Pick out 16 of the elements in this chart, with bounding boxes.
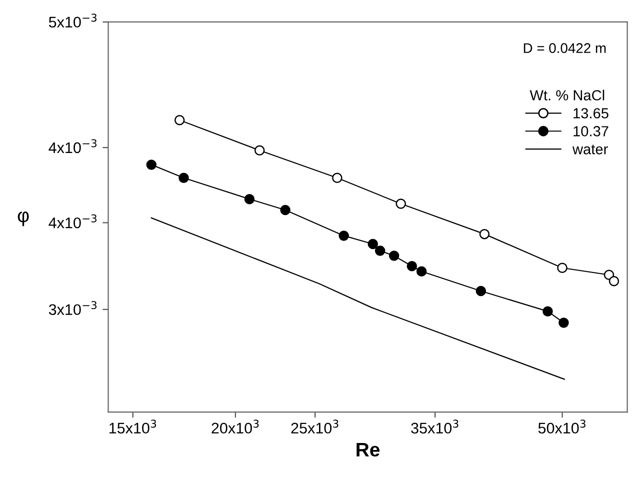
x-tick-label: 15x10$^{3}$ [109,420,156,434]
legend-label: water [572,144,608,154]
x-tick-label: 20x10$^{3}$ [212,420,259,434]
x-tick-label: 25x10$^{3}$ [291,420,338,434]
y-tick-label: 4x10$^{−3}$ [48,214,97,228]
y-tick-label: 5x10$^{−3}$ [48,14,97,28]
legend-label: 13.65 [574,108,608,118]
y-tick-label: 4x10$^{−3}$ [48,139,97,154]
annotation: D = 0.0422 m [524,43,606,54]
y-tick-label: 3x10$^{−3}$ [48,301,97,316]
x-tick-label: 50x10$^{3}$ [538,420,586,434]
legend-label: 10.37 [574,126,608,136]
x-axis-title: Re [356,442,380,457]
x-tick-label: 35x10$^{3}$ [411,420,458,434]
y-axis-title: φ [18,212,29,226]
legend-title: Wt. % NaCl [530,90,604,100]
